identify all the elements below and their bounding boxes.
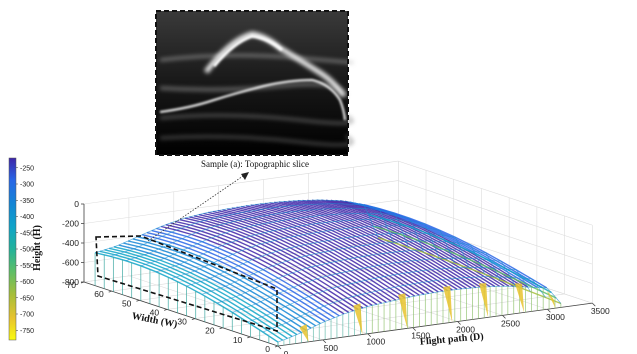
surface-highlight: [514, 283, 525, 313]
x-tick: [412, 327, 416, 331]
y-tick: [136, 299, 140, 302]
y-tick: [164, 309, 168, 311]
surface-contour: [110, 203, 394, 257]
x-tick-label: 1000: [366, 337, 385, 347]
y-tick-label: 60: [94, 289, 104, 299]
surface-plot: [94, 199, 562, 346]
surface-contour: [95, 199, 379, 254]
colorbar-tick-label: -350: [20, 198, 34, 205]
colorbar-tick-label: -400: [20, 214, 34, 221]
surface-highlight: [299, 324, 309, 342]
y-tick-label: 20: [205, 326, 215, 336]
inset-radargram: Sample (a): Topographic slice: [155, 10, 354, 169]
surface-contour: [125, 207, 409, 262]
surface-contour: [155, 218, 440, 273]
inset-frame: [155, 10, 349, 156]
colorbar-tick-label: -650: [20, 295, 34, 302]
z-tick-label: -600: [62, 258, 79, 268]
x-tick-label: 3000: [546, 312, 565, 322]
surface-highlight: [546, 290, 556, 309]
x-tick: [547, 308, 551, 313]
z-tick-label: -200: [62, 219, 79, 229]
y-tick-label: 10: [233, 335, 243, 345]
surface-contour: [140, 212, 425, 267]
z-tick-label: -800: [62, 277, 79, 287]
x-tick: [592, 302, 596, 307]
z-axis-label: Height (H): [32, 225, 43, 271]
inset-texture-4: [159, 134, 354, 147]
y-axis-line: [83, 281, 279, 347]
x-tick: [457, 321, 461, 325]
colorbar-tick-label: -550: [20, 263, 34, 270]
surface-contour: [186, 232, 470, 287]
y-tick: [191, 318, 195, 320]
y-tick-label: 40: [150, 307, 160, 317]
surface-contour: [171, 225, 455, 279]
colorbar-tick-label: -250: [20, 165, 34, 172]
y-tick: [108, 290, 112, 293]
colorbar-ticks: -250 -300 -350 -400 -450 -500 -550 -600 -650 -700…: [16, 165, 34, 335]
x-tick-label: 2000: [456, 324, 475, 334]
y-tick: [247, 336, 251, 339]
surface-highlight: [478, 283, 489, 318]
inset-caption: Sample (a): Topographic slice: [201, 159, 309, 169]
z-tick-label: -400: [62, 238, 79, 248]
slice-selection-box: [95, 235, 278, 333]
x-tick-label: 1500: [411, 331, 430, 341]
surface-contour: [201, 240, 486, 295]
back-wall-grid-line: [83, 160, 399, 205]
side-wall-grid-line: [398, 199, 593, 265]
surface-contour: [277, 285, 562, 343]
colorbar: -250 -300 -350 -400 -450 -500 -550 -600 -650 -700…: [8, 157, 34, 341]
inset-lower-reflector: [159, 78, 346, 121]
y-tick: [274, 345, 279, 348]
x-tick-label: 0: [284, 349, 289, 354]
surface-contour: [247, 266, 531, 323]
x-tick: [367, 333, 372, 338]
y-tick-label: 50: [122, 298, 132, 308]
side-wall-grid-line: [398, 160, 593, 226]
z-tick-label: 0: [74, 199, 79, 209]
colorbar-tick-label: -700: [20, 312, 34, 319]
colorbar-gradient: [8, 157, 17, 341]
x-tick: [502, 315, 506, 319]
inset-upper-core: [212, 34, 283, 67]
x-axis-line: [277, 302, 593, 347]
colorbar-tick-label: -600: [20, 279, 34, 286]
side-wall-grid-line: [398, 180, 593, 245]
colorbar-tick-label: -450: [20, 230, 34, 237]
slice-arrow: [147, 172, 249, 242]
arrow-head: [241, 172, 249, 180]
inset-texture-3: [159, 113, 354, 125]
colorbar-tick-label: -750: [20, 328, 34, 335]
y-tick-label: 30: [177, 317, 187, 327]
surface-highlight: [443, 286, 453, 323]
colorbar-tick-label: -300: [20, 182, 34, 189]
x-tick: [277, 345, 282, 350]
y-tick-label: 70: [67, 280, 77, 290]
surface-highlight: [398, 293, 408, 329]
x-tick-label: 500: [324, 343, 338, 353]
surface-contour: [232, 257, 516, 313]
x-tick-label: 2500: [501, 318, 520, 328]
y-tick: [219, 327, 223, 330]
surface-highlight: [353, 303, 363, 335]
colorbar-tick-label: -500: [20, 247, 34, 254]
x-tick: [322, 339, 327, 344]
back-wall-grid-line: [83, 180, 399, 224]
y-tick-label: 0: [265, 344, 270, 354]
x-tick-label: 3500: [591, 306, 610, 316]
